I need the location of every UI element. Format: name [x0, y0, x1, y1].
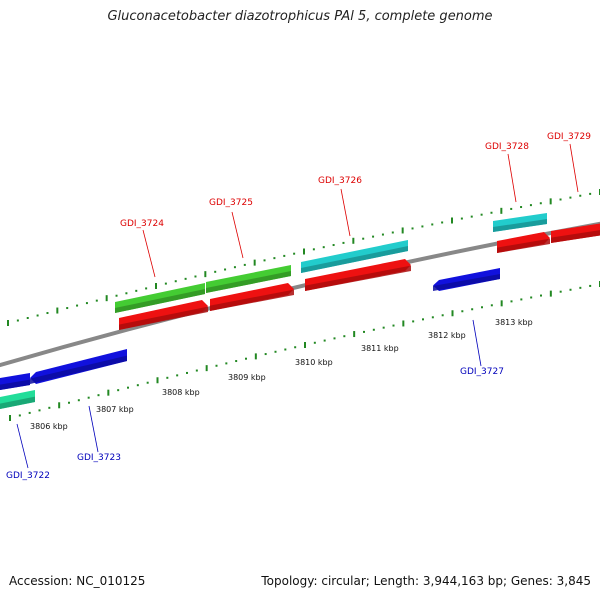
gene-bar-gdi-3729-red-shade: [551, 230, 600, 243]
leader-line: [142, 229, 156, 278]
gene-label-gdi-3722[interactable]: GDI_3722: [6, 471, 50, 481]
leader-line: [507, 153, 517, 203]
gene-label-gdi-3729[interactable]: GDI_3729: [547, 132, 591, 142]
kbp-label-3807: 3807 kbp: [96, 405, 134, 414]
kbp-label-3806: 3806 kbp: [30, 422, 68, 431]
gene-bar-gdi-3726-cyan-shade: [301, 246, 408, 273]
gene-bar-gdi-3722-blue-shade: [0, 379, 30, 390]
kbp-label-3810: 3810 kbp: [295, 358, 333, 367]
gene-label-gdi-3728[interactable]: GDI_3728: [485, 142, 529, 152]
feature-tracks: [0, 213, 600, 409]
gene-bar-gdi-3725-red-shade: [210, 289, 294, 311]
gene-label-gdi-3725[interactable]: GDI_3725: [209, 198, 253, 208]
leader-line: [340, 188, 351, 237]
gene-bar-gdi-3724-red-shade: [119, 306, 208, 330]
kbp-label-3812: 3812 kbp: [428, 331, 466, 340]
kbp-label-3809: 3809 kbp: [228, 373, 266, 382]
gene-label-gdi-3727[interactable]: GDI_3727: [460, 367, 504, 377]
gene-label-gdi-3724[interactable]: GDI_3724: [120, 219, 164, 229]
leader-line: [231, 211, 244, 259]
gene-bar-gdi-3726-red-shade: [305, 265, 411, 291]
genome-summary-text: Topology: circular; Length: 3,944,163 bp…: [261, 574, 591, 588]
gene-bar-gdi-3728-red-shade: [497, 238, 550, 253]
gene-bar-gdi-3725-green-shade: [206, 271, 291, 293]
gene-labels: GDI_3722 GDI_3723 GDI_3724 GDI_3725 GDI_…: [6, 132, 591, 481]
kbp-tick-labels: 3806 kbp 3807 kbp 3808 kbp 3809 kbp 3810…: [30, 318, 533, 431]
leader-line: [88, 405, 99, 453]
gene-label-gdi-3723[interactable]: GDI_3723: [77, 453, 121, 463]
gene-bar-gdi-3727-blue-shade: [433, 274, 500, 291]
leader-line: [472, 319, 482, 367]
gene-bar-gdi-3723-blue-shade: [30, 355, 127, 384]
leader-line: [16, 423, 29, 469]
inner-tick-ring: [9, 281, 600, 421]
gene-bar-gdi-3722-teal-shade: [0, 396, 35, 409]
leader-line: [569, 143, 579, 193]
kbp-label-3813: 3813 kbp: [495, 318, 533, 327]
kbp-label-3808: 3808 kbp: [162, 388, 200, 397]
kbp-label-3811: 3811 kbp: [361, 344, 399, 353]
map-title: Gluconacetobacter diazotrophicus PAl 5, …: [107, 9, 493, 24]
outer-tick-ring: [7, 189, 600, 326]
gene-bar-gdi-3724-green-shade: [115, 289, 205, 313]
gene-bar-gdi-3728-cyan-shade: [493, 219, 547, 232]
accession-text: Accession: NC_010125: [9, 574, 146, 588]
gene-label-gdi-3726[interactable]: GDI_3726: [318, 176, 362, 186]
